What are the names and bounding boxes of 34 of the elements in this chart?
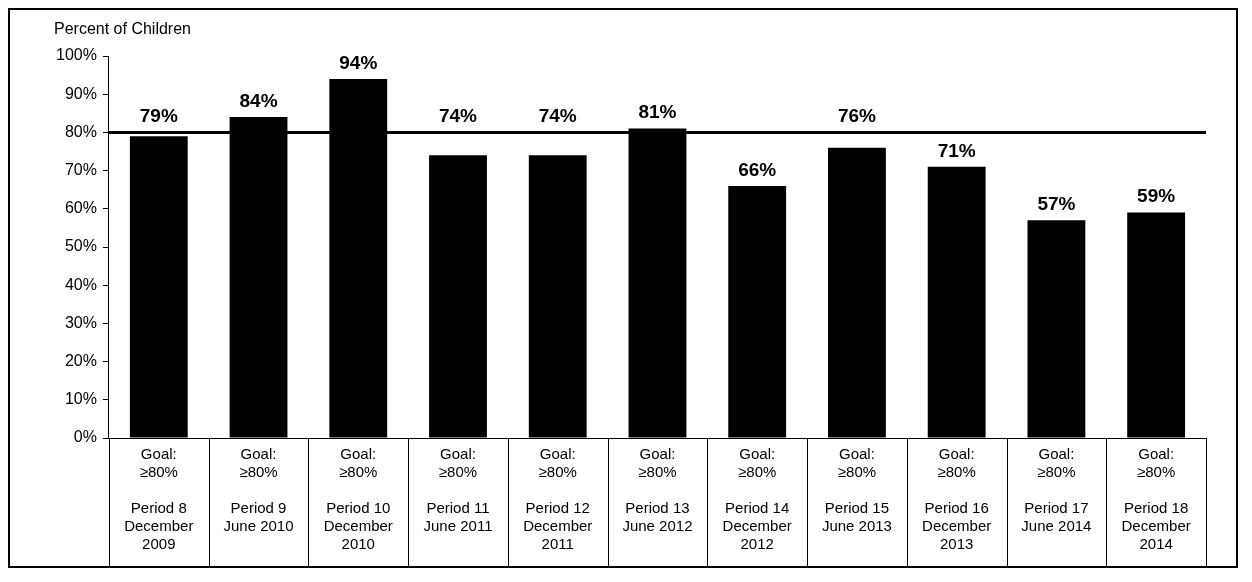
y-tick-label: 10% xyxy=(64,390,97,408)
data-label: 71% xyxy=(937,139,976,161)
category-label: Goal: ≥80% Period 12 December 2011 xyxy=(523,445,593,553)
data-label: 79% xyxy=(139,105,178,127)
category-label: Goal: ≥80% Period 15 June 2013 xyxy=(821,445,892,535)
y-tick-label: 100% xyxy=(56,46,97,64)
data-label: 74% xyxy=(438,105,478,127)
category-label: Goal: ≥80% Period 10 December 2010 xyxy=(323,445,393,553)
category-label: Goal: ≥80% Period 11 June 2011 xyxy=(423,445,493,535)
y-tick-label: 60% xyxy=(64,199,97,217)
data-label: 66% xyxy=(738,158,777,180)
category-label: Goal: ≥80% Period 8 December 2009 xyxy=(124,445,194,553)
data-label: 81% xyxy=(638,101,677,123)
y-tick-label: 30% xyxy=(64,313,97,331)
y-tick-label: 20% xyxy=(64,352,97,370)
data-label: 57% xyxy=(1037,192,1076,214)
data-label: 76% xyxy=(837,105,877,127)
category-label: Goal: ≥80% Period 13 June 2012 xyxy=(622,445,693,535)
category-label: Goal: ≥80% Period 9 June 2010 xyxy=(223,445,294,535)
category-label: Goal: ≥80% Period 17 June 2014 xyxy=(1021,445,1092,535)
y-axis-title: Percent of Children xyxy=(54,20,191,37)
y-tick-label: 80% xyxy=(64,122,97,140)
y-tick-label: 0% xyxy=(73,428,97,446)
data-label: 59% xyxy=(1137,185,1176,207)
data-label: 94% xyxy=(339,51,378,73)
y-tick-label: 50% xyxy=(64,237,97,255)
data-label: 74% xyxy=(538,105,577,127)
y-tick-label: 90% xyxy=(64,84,97,102)
category-label: Goal: ≥80% Period 14 December 2012 xyxy=(722,445,792,553)
y-tick-label: 70% xyxy=(64,161,97,179)
data-label: 84% xyxy=(239,89,278,111)
category-label: Goal: ≥80% Period 16 December 2013 xyxy=(922,445,992,553)
category-label: Goal: ≥80% Period 18 December 2014 xyxy=(1121,445,1191,553)
y-tick-label: 40% xyxy=(64,275,97,293)
